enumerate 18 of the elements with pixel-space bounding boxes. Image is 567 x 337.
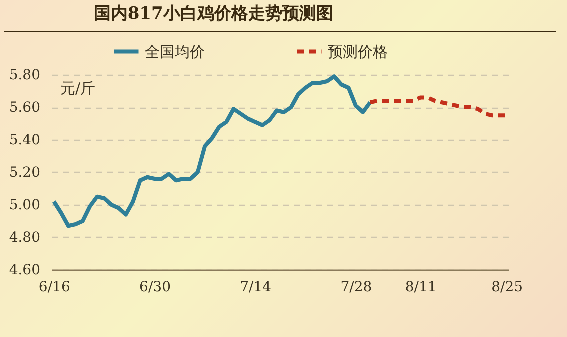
legend-label: 预测价格: [328, 42, 388, 61]
x-tick-label: 8/25: [492, 280, 524, 296]
x-tick-label: 8/11: [405, 280, 437, 296]
x-tick-label: 6/30: [140, 280, 171, 296]
y-axis-title: 元/斤: [60, 80, 96, 98]
y-tick-label: 5.80: [9, 68, 40, 84]
chart-title: 国内817小白鸡价格走势预测图: [94, 4, 334, 24]
y-tick-label: 5.60: [9, 100, 40, 116]
x-tick-label: 7/28: [340, 280, 372, 296]
y-tick-label: 5.00: [9, 198, 40, 214]
y-tick-label: 5.40: [9, 132, 40, 148]
y-tick-label: 4.80: [9, 230, 40, 246]
y-tick-label: 5.20: [9, 165, 40, 181]
y-tick-label: 4.60: [9, 262, 40, 278]
x-tick-label: 6/16: [38, 280, 70, 296]
line-series: [52, 74, 372, 228]
x-tick-label: 7/14: [240, 280, 272, 296]
legend-label: 全国均价: [145, 42, 205, 61]
